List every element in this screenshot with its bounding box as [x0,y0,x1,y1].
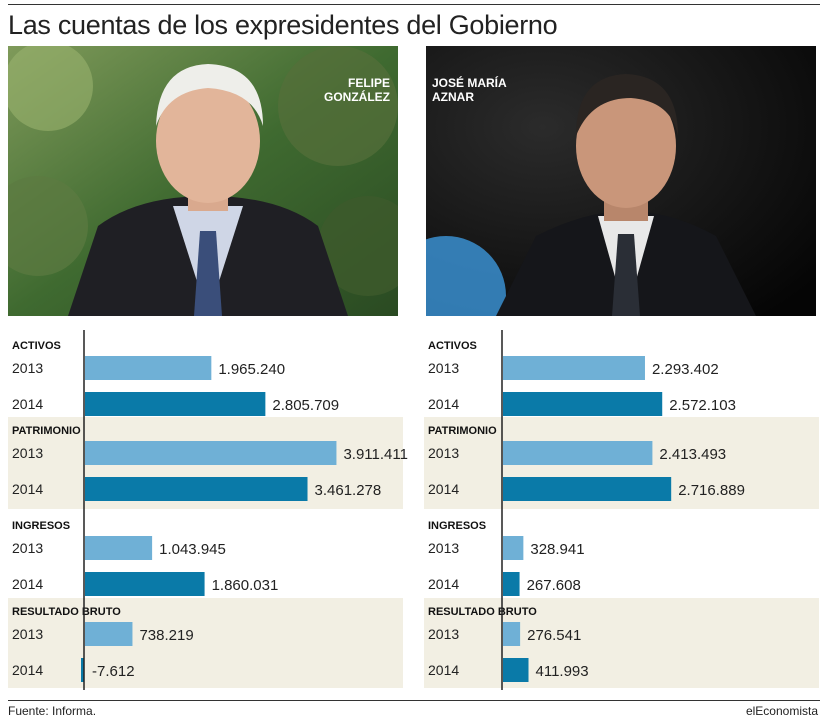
group-label: PATRIMONIO [428,425,497,437]
year-label: 2014 [12,481,43,497]
year-label: 2013 [428,360,459,376]
year-label: 2013 [12,540,43,556]
bar-2014 [85,392,266,416]
portrait-illustration-left [8,46,398,316]
year-label: 2014 [428,576,459,592]
group-label: ACTIVOS [12,340,61,352]
year-label: 2013 [12,360,43,376]
value-label: 3.911.411 [343,446,408,463]
bar-2014 [503,658,529,682]
bar-2013 [503,356,645,380]
person-label-right-line1: JOSÉ MARÍA [432,76,507,90]
value-label: 1.860.031 [212,577,279,594]
value-label: 276.541 [527,627,581,644]
source-note: Fuente: Informa. [8,704,97,718]
bar-2013 [503,622,521,646]
top-rule [8,4,820,5]
bar-2013 [85,622,133,646]
value-label: 328.941 [530,541,584,558]
value-label: 2.716.889 [678,482,745,499]
person-label-right: JOSÉ MARÍA AZNAR [432,76,507,104]
group-label: RESULTADO BRUTO [428,606,537,618]
year-label: 2013 [428,626,459,642]
value-label: 1.965.240 [218,361,285,378]
bar-2014 [503,572,520,596]
group-label: ACTIVOS [428,340,477,352]
group-shade [8,598,403,688]
year-label: 2014 [428,396,459,412]
person-label-left-line1: FELIPE [347,76,390,90]
value-label: 738.219 [139,627,193,644]
group-label: RESULTADO BRUTO [12,606,121,618]
value-label: -7.612 [92,663,135,680]
person-label-right-line2: AZNAR [432,90,474,104]
bar-2013 [85,441,337,465]
value-label: 267.608 [527,577,581,594]
year-label: 2014 [428,662,459,678]
bar-2014 [503,392,663,416]
bar-2013 [85,356,212,380]
year-label: 2013 [428,540,459,556]
value-label: 2.293.402 [652,361,719,378]
group-shade [424,598,819,688]
value-label: 2.572.103 [669,397,736,414]
footer-rule [8,700,820,701]
bar-2014 [85,477,308,501]
value-label: 2.805.709 [272,397,339,414]
year-label: 2014 [12,396,43,412]
year-label: 2014 [12,662,43,678]
year-label: 2013 [12,445,43,461]
value-label: 2.413.493 [659,446,726,463]
group-label: INGRESOS [428,520,486,532]
publisher-brand: elEconomista [745,704,818,718]
bar-2014 [81,658,84,682]
value-label: 1.043.945 [159,541,226,558]
photo-felipe-gonzalez: FELIPE GONZÁLEZ [8,46,398,316]
bar-charts: ACTIVOS 2013 1.965.240 2014 2.805.709 PATRIMO… [8,330,819,690]
value-label: 411.993 [536,663,589,680]
group-label: PATRIMONIO [12,425,81,437]
page-title: Las cuentas de los expresidentes del Gob… [8,10,558,40]
year-label: 2014 [12,576,43,592]
bar-2014 [85,572,205,596]
person-label-left-line2: GONZÁLEZ [324,90,390,104]
person-label-left: FELIPE GONZÁLEZ [324,76,390,104]
bar-2013 [503,536,524,560]
year-label: 2013 [12,626,43,642]
bar-2014 [503,477,672,501]
portrait-illustration-right [426,46,816,316]
photo-jose-maria-aznar: JOSÉ MARÍA AZNAR [426,46,816,316]
value-label: 3.461.278 [315,482,382,499]
group-label: INGRESOS [12,520,70,532]
bar-2013 [85,536,153,560]
year-label: 2014 [428,481,459,497]
bar-2013 [503,441,653,465]
year-label: 2013 [428,445,459,461]
